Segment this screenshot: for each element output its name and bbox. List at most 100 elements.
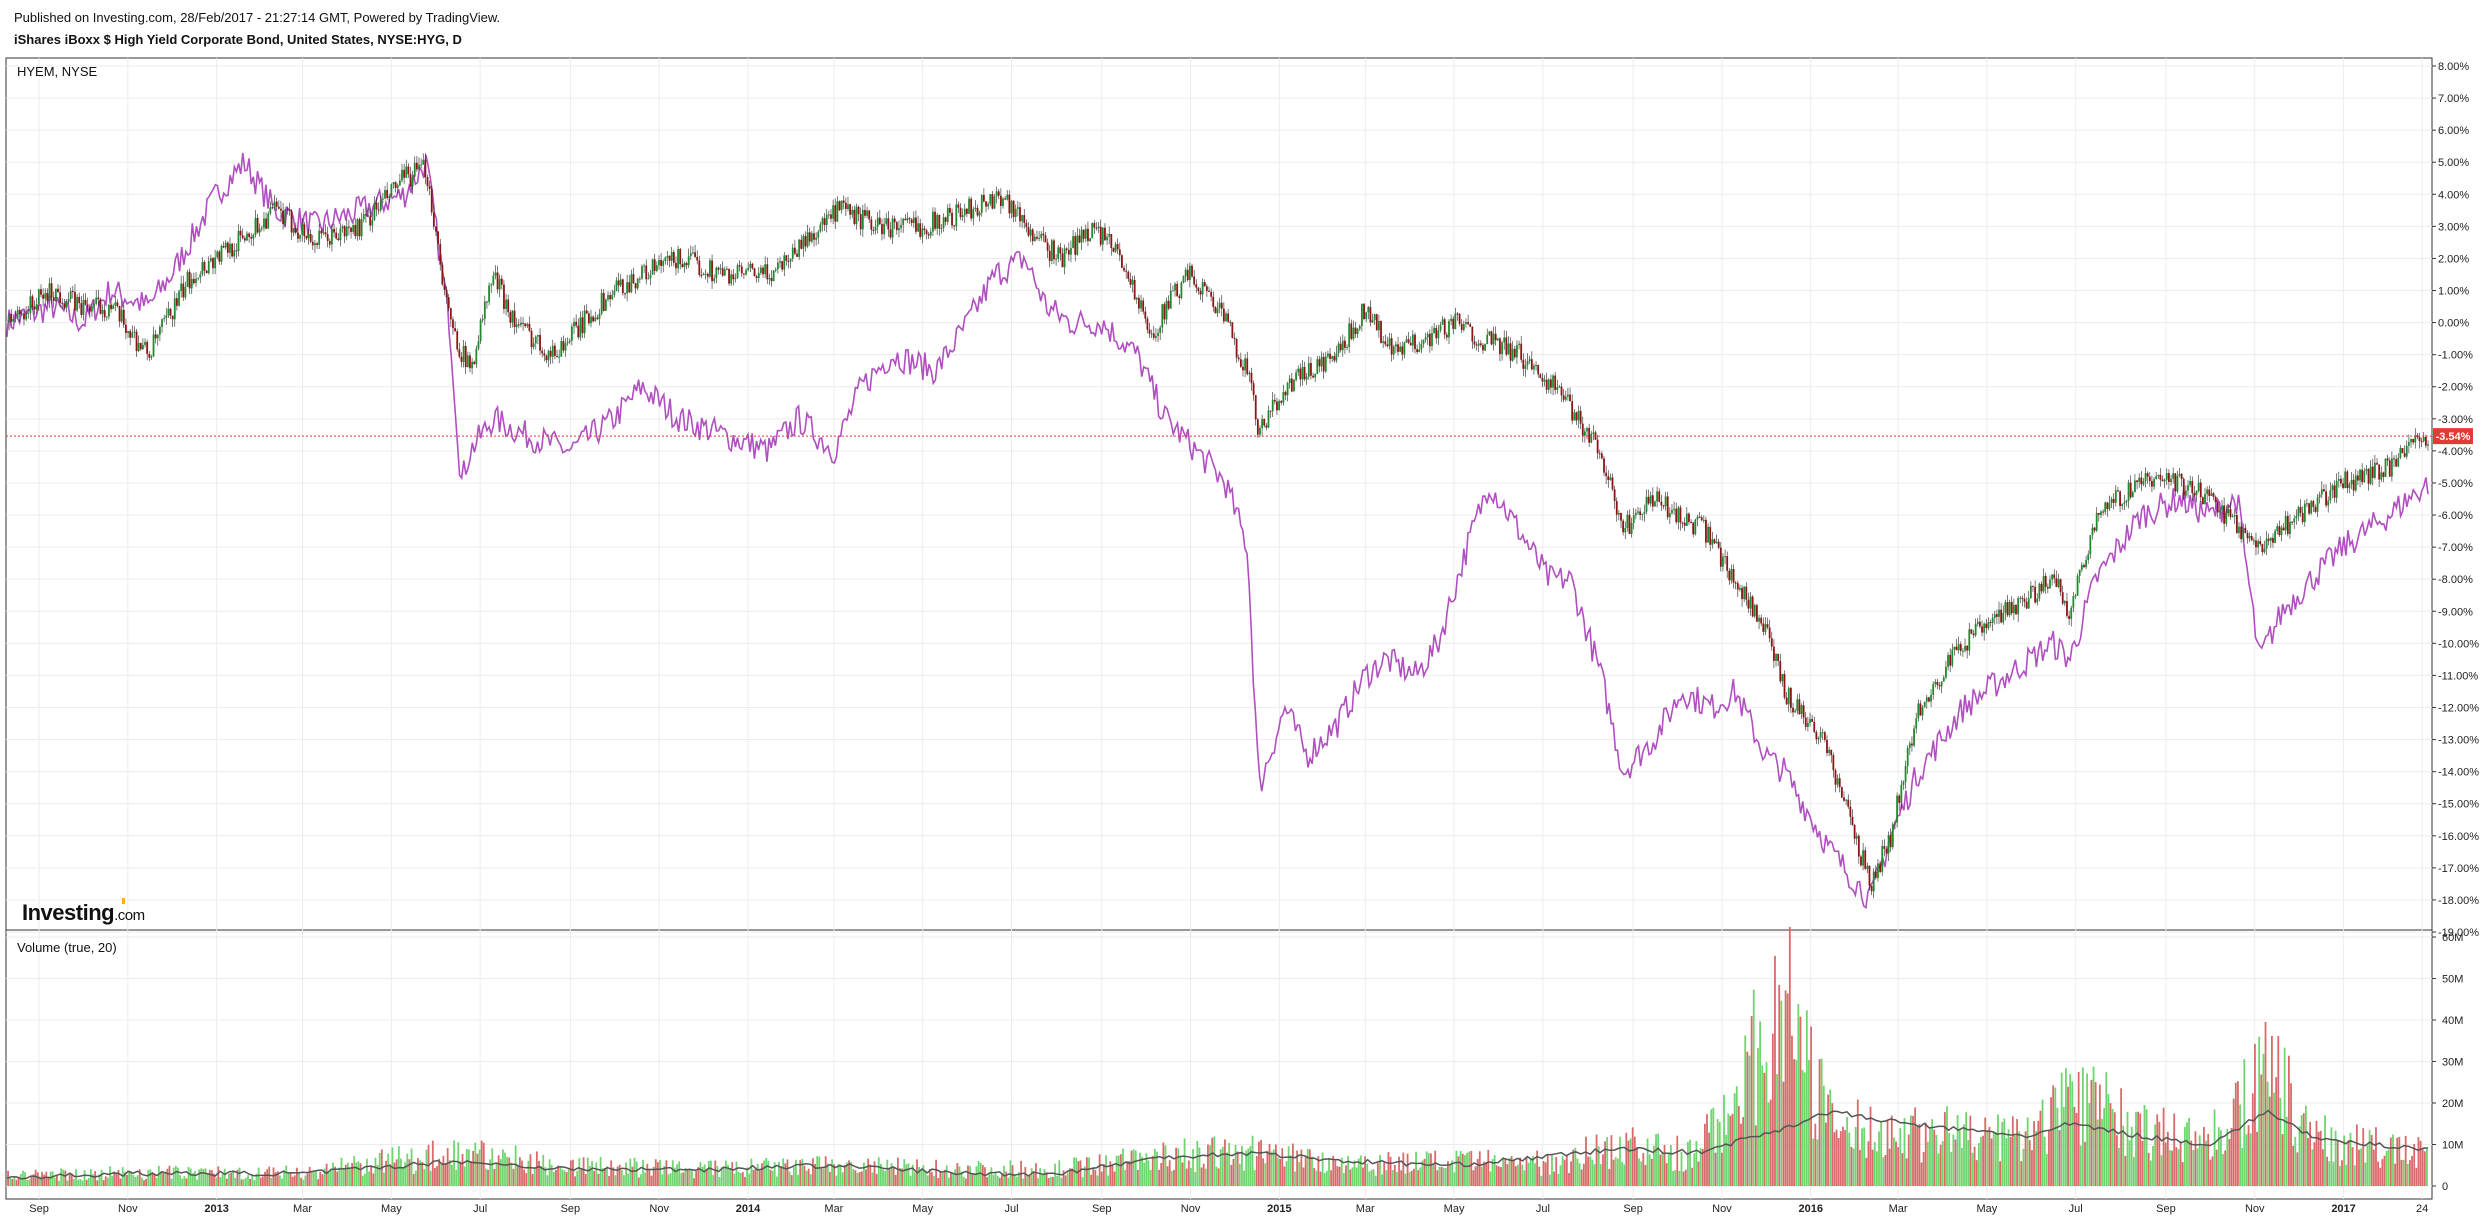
volume-bar [1650, 1158, 1653, 1186]
volume-bar [663, 1166, 666, 1186]
candle-body [114, 302, 117, 306]
candle-body [1140, 300, 1142, 309]
candle-body [2106, 502, 2109, 510]
candle-body [1945, 666, 1947, 678]
candle-body [2063, 601, 2066, 604]
volume-bar [623, 1175, 625, 1186]
candle-body [2276, 526, 2279, 532]
candle-body [1371, 319, 1374, 323]
volume-bar [1035, 1163, 1037, 1186]
candle-body [1029, 229, 1032, 236]
candle-body [1422, 339, 1425, 345]
candle-body [27, 312, 30, 314]
volume-bar [448, 1160, 451, 1186]
volume-bar [1026, 1175, 1029, 1186]
volume-bar [2338, 1165, 2341, 1186]
candle-body [1830, 749, 1833, 756]
candle-body [1450, 318, 1453, 322]
volume-bar [2328, 1161, 2331, 1186]
volume-bar [835, 1175, 838, 1186]
candle-body [2291, 521, 2293, 523]
volume-bar [2230, 1127, 2233, 1186]
candle-body [233, 250, 236, 257]
candle-body [2293, 518, 2296, 523]
candle-body [1327, 353, 1329, 357]
volume-bar [2035, 1130, 2038, 1186]
candle-body [1169, 290, 1172, 309]
volume-bar [922, 1165, 925, 1186]
candle-body [252, 234, 255, 239]
y-tick-label: -18.00% [2438, 895, 2479, 907]
volume-bar [2143, 1104, 2146, 1186]
candle-body [1382, 341, 1385, 343]
candle-body [337, 238, 340, 241]
candle-body [1520, 343, 1523, 360]
volume-bar [417, 1158, 419, 1186]
volume-bar [2022, 1148, 2025, 1186]
volume-bar [1954, 1139, 1957, 1186]
volume-bar [1797, 1004, 1800, 1186]
candle-body [2212, 493, 2215, 497]
volume-bar [2171, 1150, 2173, 1186]
candle-body [297, 232, 299, 239]
volume-bar [2273, 1092, 2275, 1186]
volume-bar [637, 1177, 640, 1186]
candle-body [2367, 469, 2370, 484]
candle-body [1293, 379, 1295, 392]
candle-body [571, 326, 573, 341]
candle-body [2325, 491, 2327, 506]
candle-body [61, 302, 64, 304]
candle-body [734, 277, 737, 280]
volume-bar [950, 1172, 952, 1186]
volume-bar [1170, 1170, 1173, 1186]
candle-body [209, 258, 212, 262]
volume-bar [366, 1158, 368, 1186]
candle-body [796, 253, 798, 257]
volume-bar [1081, 1177, 1084, 1186]
volume-bar [1109, 1161, 1112, 1186]
candle-body [1564, 396, 1567, 400]
volume-bar [508, 1157, 511, 1186]
volume-bar [1867, 1141, 1870, 1186]
candle-body [76, 296, 78, 311]
volume-bar [2062, 1106, 2065, 1186]
volume-bar [667, 1174, 670, 1186]
candle-body [1208, 290, 1210, 292]
candle-body [1535, 364, 1537, 366]
candle-body [2023, 598, 2026, 602]
volume-bar [1275, 1144, 1277, 1186]
volume-bar [1582, 1163, 1585, 1186]
candle-body [2252, 540, 2255, 542]
volume-bar [2043, 1136, 2046, 1186]
volume-bar [1221, 1146, 1224, 1186]
candle-body [1123, 267, 1125, 271]
y-tick-label: -14.00% [2438, 767, 2479, 779]
candle-body [810, 233, 813, 242]
volume-bar [2281, 1134, 2284, 1186]
candle-body [1938, 685, 1941, 687]
candle-body [621, 279, 624, 294]
candle-body [1233, 337, 1236, 340]
candle-body [709, 260, 711, 277]
candle-body [738, 265, 741, 267]
volume-bar [722, 1167, 725, 1186]
candle-body [524, 323, 527, 327]
candle-body [1596, 439, 1599, 454]
volume-bar [206, 1174, 209, 1186]
volume-bar [465, 1149, 468, 1186]
candle-body [93, 303, 95, 307]
volume-bar [1614, 1157, 1617, 1186]
candle-body [651, 259, 654, 275]
candle-body [335, 232, 338, 239]
candle-body [33, 306, 36, 310]
candle-body [161, 319, 163, 328]
candle-body [683, 263, 686, 267]
candle-body [237, 230, 240, 252]
candle-body [435, 226, 437, 232]
candle-body [1872, 871, 1875, 892]
volume-bar [1069, 1168, 1071, 1186]
volume-bar [569, 1160, 572, 1186]
volume-bar [1215, 1166, 1218, 1186]
candle-body [1131, 279, 1134, 285]
volume-bar [1572, 1149, 1575, 1186]
